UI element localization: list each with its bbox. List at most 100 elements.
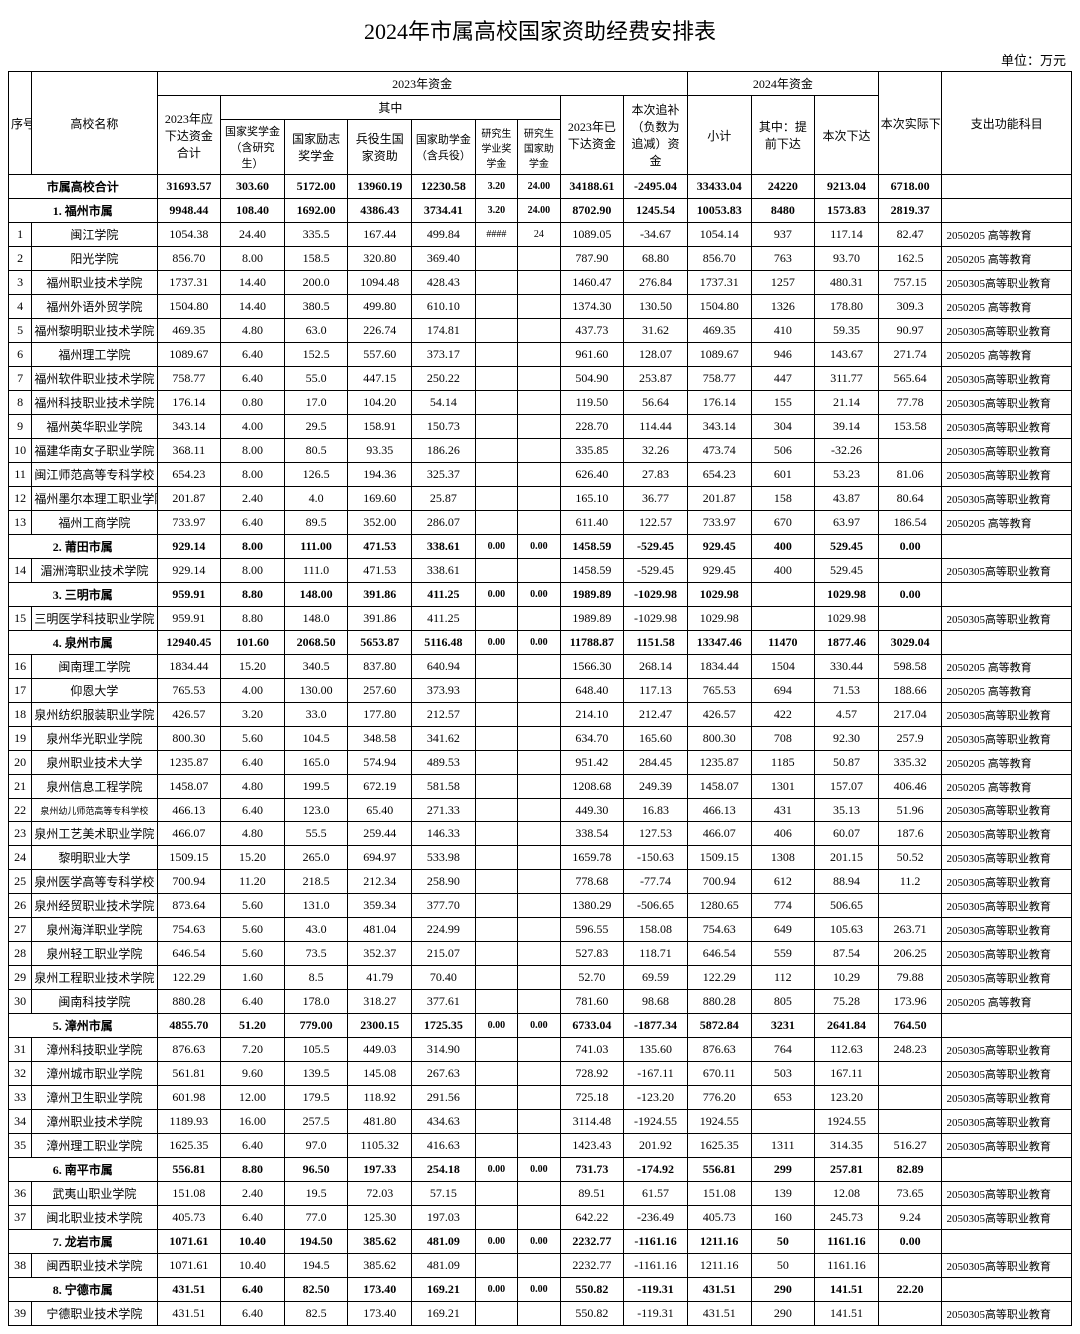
cell xyxy=(518,271,560,295)
cell: 201.15 xyxy=(815,846,879,870)
cell: 158.91 xyxy=(348,415,412,439)
cell: 36.77 xyxy=(624,487,688,511)
cell: 212.34 xyxy=(348,870,412,894)
cell: 304 xyxy=(751,415,815,439)
cell: 0.00 xyxy=(878,583,942,607)
table-row: 19泉州华光职业学院800.305.60104.5348.58341.62634… xyxy=(9,727,1072,751)
cell: 1029.98 xyxy=(815,607,879,631)
cell: 194.5 xyxy=(284,1254,348,1278)
cell xyxy=(475,607,517,631)
cell: 6.40 xyxy=(221,990,285,1014)
row-idx: 32 xyxy=(9,1062,32,1086)
cell: 325.37 xyxy=(412,463,476,487)
cell: 654.23 xyxy=(157,463,221,487)
cell: 646.54 xyxy=(687,942,751,966)
cell: 52.70 xyxy=(560,966,624,990)
row-name: 闽江师范高等专科学校 xyxy=(32,463,157,487)
cell: 2050305高等职业教育 xyxy=(942,439,1072,463)
cell: 93.70 xyxy=(815,247,879,271)
cell: 728.92 xyxy=(560,1062,624,1086)
cell: 2819.37 xyxy=(878,199,942,223)
cell: 98.68 xyxy=(624,990,688,1014)
cell xyxy=(878,1062,942,1086)
cell: 2050305高等职业教育 xyxy=(942,367,1072,391)
cell: 177.80 xyxy=(348,703,412,727)
cell: 50.52 xyxy=(878,846,942,870)
cell: 122.29 xyxy=(687,966,751,990)
row-idx: 9 xyxy=(9,415,32,439)
cell: 123.20 xyxy=(815,1086,879,1110)
cell: 2050205 高等教育 xyxy=(942,679,1072,703)
table-row: 8. 宁德市属431.516.4082.50173.40169.210.000.… xyxy=(9,1278,1072,1302)
cell: 6.40 xyxy=(221,343,285,367)
cell: 63.97 xyxy=(815,511,879,535)
cell: 428.43 xyxy=(412,271,476,295)
cell: 258.90 xyxy=(412,870,476,894)
cell: 1094.48 xyxy=(348,271,412,295)
table-row: 29泉州工程职业技术学院122.291.608.541.7970.4052.70… xyxy=(9,966,1072,990)
table-row: 12福州墨尔本理工职业学院201.872.404.0169.6025.87165… xyxy=(9,487,1072,511)
cell: 29.5 xyxy=(284,415,348,439)
cell: 2050305高等职业教育 xyxy=(942,846,1072,870)
cell: 725.18 xyxy=(560,1086,624,1110)
cell xyxy=(475,1206,517,1230)
cell xyxy=(475,247,517,271)
cell: 406.46 xyxy=(878,775,942,799)
cell: 212.47 xyxy=(624,703,688,727)
funding-table: 序号 高校名称 2023年资金 2024年资金 本次实际下达资金 支出功能科目 … xyxy=(8,71,1072,1326)
cell xyxy=(518,1254,560,1278)
cell: 6.40 xyxy=(221,751,285,775)
cell: 15.20 xyxy=(221,655,285,679)
cell: 335.32 xyxy=(878,751,942,775)
row-name: 福州墨尔本理工职业学院 xyxy=(32,487,157,511)
cell: -119.31 xyxy=(624,1278,688,1302)
cell: 447.15 xyxy=(348,367,412,391)
cell xyxy=(475,295,517,319)
cell: 104.20 xyxy=(348,391,412,415)
cell xyxy=(475,655,517,679)
cell: 8.00 xyxy=(221,463,285,487)
cell xyxy=(518,942,560,966)
cell: 385.62 xyxy=(348,1254,412,1278)
cell xyxy=(878,607,942,631)
cell xyxy=(475,703,517,727)
cell: 565.64 xyxy=(878,367,942,391)
cell: 0.00 xyxy=(518,1014,560,1038)
cell: 9948.44 xyxy=(157,199,221,223)
hdr-cat: 支出功能科目 xyxy=(942,72,1072,175)
cell: 152.5 xyxy=(284,343,348,367)
cell: 0.00 xyxy=(518,1158,560,1182)
cell: 173.96 xyxy=(878,990,942,1014)
cell: 1235.87 xyxy=(157,751,221,775)
cell: 13347.46 xyxy=(687,631,751,655)
cell: 145.08 xyxy=(348,1062,412,1086)
cell: 8.00 xyxy=(221,247,285,271)
cell: 212.57 xyxy=(412,703,476,727)
cell xyxy=(518,391,560,415)
cell: 1089.67 xyxy=(687,343,751,367)
cell: -1029.98 xyxy=(624,607,688,631)
cell: 50 xyxy=(751,1254,815,1278)
cell: 201.92 xyxy=(624,1134,688,1158)
cell: 72.03 xyxy=(348,1182,412,1206)
cell: 377.61 xyxy=(412,990,476,1014)
cell: 257.60 xyxy=(348,679,412,703)
cell: 153.58 xyxy=(878,415,942,439)
cell: 299 xyxy=(751,1158,815,1182)
cell: 0.00 xyxy=(475,1158,517,1182)
cell xyxy=(518,463,560,487)
cell: 1504 xyxy=(751,655,815,679)
cell: 31693.57 xyxy=(157,175,221,199)
cell: 380.5 xyxy=(284,295,348,319)
row-name: 市属高校合计 xyxy=(9,175,158,199)
cell: 758.77 xyxy=(687,367,751,391)
cell xyxy=(942,1014,1072,1038)
table-row: 10福建华南女子职业学院368.118.0080.593.35186.26335… xyxy=(9,439,1072,463)
cell: 352.37 xyxy=(348,942,412,966)
cell: 1737.31 xyxy=(157,271,221,295)
row-name: 漳州城市职业学院 xyxy=(32,1062,157,1086)
table-row: 23泉州工艺美术职业学院466.074.8055.5259.44146.3333… xyxy=(9,822,1072,846)
row-name: 泉州幼儿师范高等专科学校 xyxy=(32,799,157,822)
cell xyxy=(518,679,560,703)
cell: 653 xyxy=(751,1086,815,1110)
